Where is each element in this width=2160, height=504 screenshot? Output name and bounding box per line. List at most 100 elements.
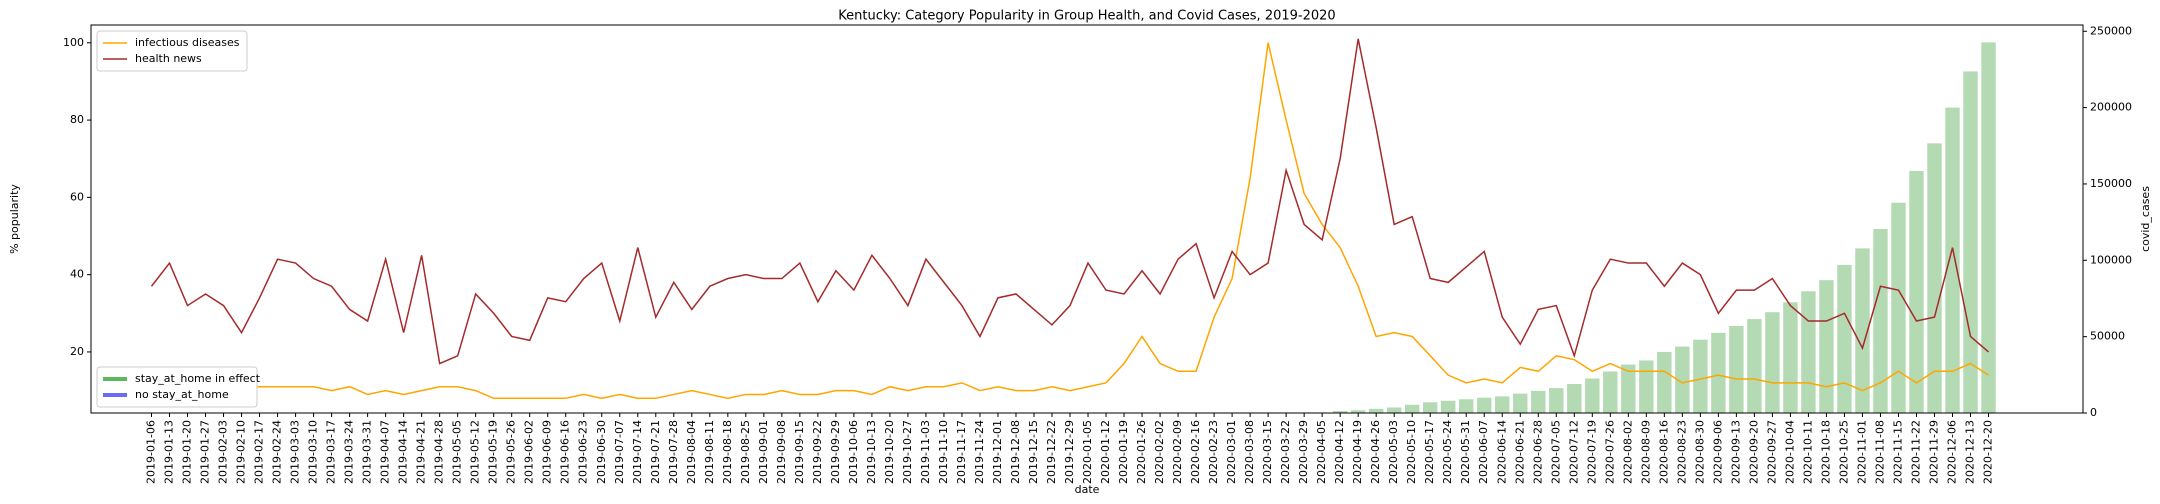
line (151, 42, 1989, 400)
x-tick-label: 2020-07-26 (1603, 420, 1616, 484)
legend-box (96, 30, 248, 72)
x-tick-label: 2019-12-01 (991, 420, 1004, 484)
x-tick-label: 2019-05-19 (487, 420, 500, 484)
x-tick-label: 2019-06-30 (595, 420, 608, 484)
x-tick-label: 2020-04-19 (1351, 420, 1364, 484)
y2-axis-label: covid_cases (2139, 186, 2152, 252)
x-tick-label: 2019-03-10 (307, 420, 320, 484)
x-tick-label: 2020-01-05 (1081, 420, 1094, 484)
x-tick-label: 2020-08-30 (1693, 420, 1706, 484)
x-tick-label: 2019-12-15 (1027, 420, 1040, 484)
legend-label: health news (135, 52, 202, 65)
axes-frame (90, 24, 2084, 414)
bar (1927, 143, 1942, 413)
bar (1765, 312, 1780, 413)
x-tick-label: 2020-12-06 (1946, 420, 1959, 484)
x-tick-label: 2019-10-27 (901, 420, 914, 484)
x-tick-label: 2019-01-06 (145, 420, 158, 484)
x-tick-label: 2020-10-25 (1837, 420, 1850, 484)
x-tick-label: 2020-01-12 (1099, 420, 1112, 484)
bar (1350, 410, 1366, 413)
x-tick-label: 2019-01-20 (181, 420, 194, 484)
bar (1423, 402, 1438, 413)
x-tick-label: 2019-12-08 (1009, 420, 1022, 484)
x-tick-label: 2019-09-01 (757, 420, 770, 484)
bar (1477, 397, 1492, 413)
bar (1837, 264, 1852, 413)
chart-title: Kentucky: Category Popularity in Group H… (838, 9, 1335, 24)
x-tick-label: 2020-06-07 (1477, 420, 1490, 484)
x-tick-label: 2020-09-06 (1711, 420, 1724, 484)
x-tick-label: 2020-03-08 (1243, 420, 1256, 484)
bar (1495, 396, 1510, 413)
x-tick-label: 2019-02-17 (253, 420, 266, 484)
x-tick-label: 2019-05-05 (451, 420, 464, 484)
y-tick-label: 80 (70, 113, 84, 126)
x-tick-label: 2020-11-22 (1909, 420, 1922, 484)
x-tick-label: 2020-04-12 (1333, 420, 1346, 484)
x-tick-label: 2020-06-21 (1513, 420, 1526, 484)
x-tick-label: 2019-03-24 (343, 420, 356, 484)
bar (1981, 42, 1996, 413)
x-tick-label: 2019-07-07 (613, 420, 626, 484)
x-tick-label: 2019-09-08 (775, 420, 788, 484)
bar (1963, 71, 1978, 413)
x-tick-label: 2020-08-02 (1621, 420, 1634, 484)
x-tick-label: 2020-07-12 (1567, 420, 1580, 484)
x-tick-label: 2019-04-07 (379, 420, 392, 484)
y2-tick-label: 50000 (2090, 330, 2125, 343)
x-tick-label: 2019-08-04 (685, 420, 698, 484)
x-tick-label: 2019-09-15 (793, 420, 806, 484)
x-tick-label: 2020-01-26 (1135, 420, 1148, 484)
x-tick-label: 2020-11-08 (1873, 420, 1886, 484)
x-tick-label: 2019-02-24 (271, 420, 284, 484)
x-tick-label: 2020-02-02 (1153, 420, 1166, 484)
y-tick-label: 100 (63, 36, 84, 49)
y-axis-label: % popularity (8, 184, 21, 254)
x-tick-label: 2019-06-23 (577, 420, 590, 484)
x-tick-label: 2020-08-23 (1675, 420, 1688, 484)
x-tick-label: 2020-02-09 (1171, 420, 1184, 484)
x-tick-label: 2020-03-15 (1261, 420, 1274, 484)
x-tick-label: 2020-03-29 (1297, 420, 1310, 484)
x-tick-label: 2020-06-28 (1531, 420, 1544, 484)
x-tick-label: 2019-11-24 (973, 420, 986, 484)
x-tick-label: 2019-03-31 (361, 420, 374, 484)
x-tick-label: 2020-11-15 (1891, 420, 1904, 484)
bar (1368, 408, 1384, 413)
bar (1459, 399, 1474, 413)
x-tick-label: 2020-12-20 (1982, 420, 1995, 484)
x-tick-label: 2019-08-25 (739, 420, 752, 484)
x-tick-label: 2020-02-16 (1189, 420, 1202, 484)
bar (1621, 364, 1636, 413)
bar (1549, 388, 1564, 413)
bar (1657, 351, 1672, 413)
x-tick-label: 2019-12-22 (1045, 420, 1058, 484)
bar (1891, 202, 1906, 413)
x-tick-label: 2020-03-22 (1279, 420, 1292, 484)
bar (1819, 280, 1834, 413)
x-tick-label: 2020-10-04 (1783, 420, 1796, 484)
x-tick-label: 2019-03-03 (289, 420, 302, 484)
bar (1531, 390, 1546, 413)
x-tick-label: 2020-12-13 (1964, 420, 1977, 484)
x-tick-label: 2019-04-14 (397, 420, 410, 484)
x-tick-label: 2020-09-20 (1747, 420, 1760, 484)
x-tick-label: 2019-10-06 (847, 420, 860, 484)
bar (1603, 371, 1618, 413)
bar (1783, 302, 1798, 413)
x-tick-label: 2019-06-16 (559, 420, 572, 484)
bar (1873, 229, 1888, 413)
x-tick-label: 2019-12-29 (1063, 420, 1076, 484)
bar (1945, 107, 1960, 413)
x-tick-label: 2020-05-17 (1423, 420, 1436, 484)
x-tick-label: 2019-02-10 (235, 420, 248, 484)
x-tick-label: 2020-01-19 (1117, 420, 1130, 484)
x-tick-label: 2019-05-26 (505, 420, 518, 484)
x-tick-label: 2019-07-21 (649, 420, 662, 484)
x-tick-label: 2019-06-09 (541, 420, 554, 484)
x-tick-label: 2019-11-10 (937, 420, 950, 484)
x-tick-label: 2019-07-14 (631, 420, 644, 484)
bar (1585, 378, 1600, 413)
y2-tick-label: 100000 (2090, 253, 2132, 266)
